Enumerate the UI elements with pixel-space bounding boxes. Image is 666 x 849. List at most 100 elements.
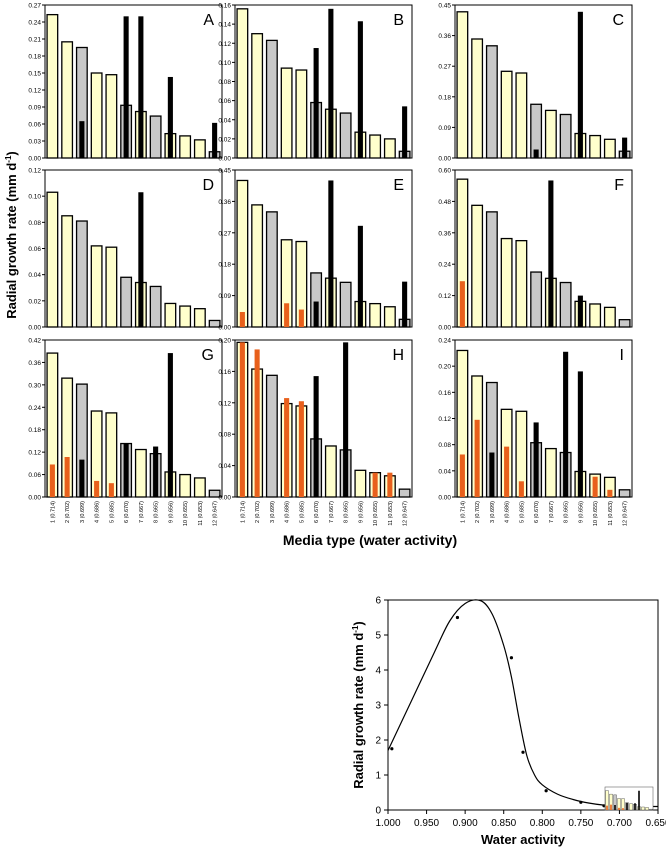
panel-letter: H [392, 347, 404, 364]
bar-main-11 [193, 477, 206, 498]
bar-black-12 [402, 106, 408, 158]
bar-main-12 [398, 488, 411, 498]
x-tick-label: 12 (0.647) [213, 501, 219, 526]
x-tick-label: 3 (0.699) [80, 501, 86, 523]
inset-bar-orange [606, 805, 608, 810]
y-tick-label: 0.27 [218, 230, 231, 237]
y-tick-label: 0.08 [28, 220, 41, 227]
x-tick-label: 5 (0.685) [109, 501, 115, 523]
line-chart-frame [387, 599, 659, 811]
y-tick-label: 0.20 [218, 338, 231, 345]
x-tick-label: 0.950 [414, 818, 439, 829]
inset-bar [629, 803, 633, 811]
panel-f: 0.00 0.12 0.24 0.36 0.48 0.60 F [438, 168, 633, 332]
bar-orange-11 [607, 489, 613, 497]
y-tick-label: 0.10 [28, 194, 41, 201]
bar-main-10 [369, 302, 382, 328]
y-tick-label: 0.18 [438, 94, 451, 101]
y-tick-label: 2 [375, 736, 381, 747]
panel-letter: A [203, 12, 214, 29]
bar-main-12 [618, 489, 631, 498]
bar-main-3 [485, 211, 498, 328]
bar-main-1 [46, 13, 59, 159]
panel-i: 0.00 0.04 0.08 0.12 0.16 0.20 0.24 1 (0.714) 2 (… [438, 338, 633, 526]
bar-main-4 [280, 67, 293, 159]
bar-main-8 [149, 285, 162, 328]
bar-main-3 [75, 220, 88, 328]
bar-main-1 [236, 179, 249, 328]
bar-black-7 [328, 8, 334, 159]
x-tick-label: 7 (0.667) [549, 501, 555, 523]
y-tick-label: 0.24 [438, 262, 451, 269]
y-tick-label: 0.12 [438, 416, 451, 423]
inset-thumbnail [604, 786, 654, 811]
bar-main-10 [179, 135, 192, 159]
data-point [579, 800, 583, 804]
bar-main-11 [193, 308, 206, 328]
bar-main-10 [369, 134, 382, 159]
y-tick-label: 0.06 [218, 98, 231, 105]
y-tick-label: 0.10 [218, 60, 231, 67]
x-tick-label: 10 (0.655) [183, 501, 189, 526]
bar-main-5 [515, 239, 528, 328]
bar-main-11 [603, 306, 616, 328]
panel-letter: D [202, 177, 214, 194]
bar-orange-4 [504, 446, 510, 497]
x-tick-label: 8 (0.665) [344, 501, 350, 523]
bar-main-4 [500, 237, 513, 328]
y-tick-label: 0.36 [438, 33, 451, 40]
panel-frame [44, 339, 223, 498]
x-tick-label: 10 (0.655) [373, 501, 379, 526]
bar-black-9 [577, 11, 583, 158]
x-tick-label: 0.750 [568, 818, 593, 829]
bar-black-6 [313, 301, 319, 327]
panel-frame [234, 169, 413, 328]
y-tick-label: 0.00 [438, 495, 451, 502]
x-tick-label: 11 (0.653) [608, 501, 614, 526]
bar-orange-4 [284, 398, 290, 497]
bar-black-6 [313, 48, 319, 158]
y-tick-label: 0.20 [438, 364, 451, 371]
x-tick-label: 7 (0.667) [329, 501, 335, 523]
inset-bar-black [638, 790, 640, 810]
x-tick-label: 6 (0.670) [534, 501, 540, 523]
bar-orange-2 [474, 419, 480, 497]
y-tick-label: 0.12 [218, 41, 231, 48]
bar-black-3 [489, 452, 495, 497]
y-tick-label: 0 [375, 806, 381, 817]
inset-bar-orange [618, 807, 620, 810]
y-tick-label: 0.00 [28, 495, 41, 502]
x-tick-label: 2 (0.702) [255, 501, 261, 523]
bar-orange-4 [284, 303, 290, 327]
data-point [390, 747, 394, 751]
bar-orange-2 [254, 349, 260, 497]
x-tick-label: 9 (0.656) [578, 501, 584, 523]
y-tick-label: 0.00 [438, 325, 451, 332]
bar-main-10 [589, 134, 602, 159]
bar-black-12 [212, 122, 218, 158]
panel-c: 0.00 0.09 0.18 0.27 0.36 0.45 C [438, 3, 633, 163]
bar-main-8 [149, 115, 162, 159]
y-tick-label: 0.04 [28, 272, 41, 279]
x-tick-label: 0.850 [491, 818, 516, 829]
bar-main-12 [208, 489, 221, 498]
bar-main-6 [120, 276, 133, 328]
bar-black-9 [167, 76, 173, 158]
bar-orange-1 [49, 464, 55, 497]
panel-letter: E [393, 177, 404, 194]
bar-orange-4 [94, 480, 100, 497]
y-tick-label: 0.36 [218, 199, 231, 206]
panel-h: 0.00 0.04 0.08 0.12 0.16 0.20 1 (0.714) 2 (0.70… [218, 338, 413, 526]
y-tick-label: 0.06 [28, 472, 41, 479]
bar-black-6 [123, 16, 129, 159]
bar-black-6 [123, 443, 129, 497]
x-tick-label: 4 (0.686) [285, 501, 291, 523]
bar-main-11 [383, 138, 396, 159]
y-tick-label: 0.06 [28, 246, 41, 253]
bar-orange-10 [372, 472, 378, 497]
panel-frame [234, 339, 413, 498]
line-chart-y-axis-label: Radial growth rate (mm d-1) [351, 621, 366, 789]
bar-black-7 [138, 192, 144, 327]
y-tick-label: 0.36 [28, 360, 41, 367]
bar-main-2 [471, 204, 484, 328]
